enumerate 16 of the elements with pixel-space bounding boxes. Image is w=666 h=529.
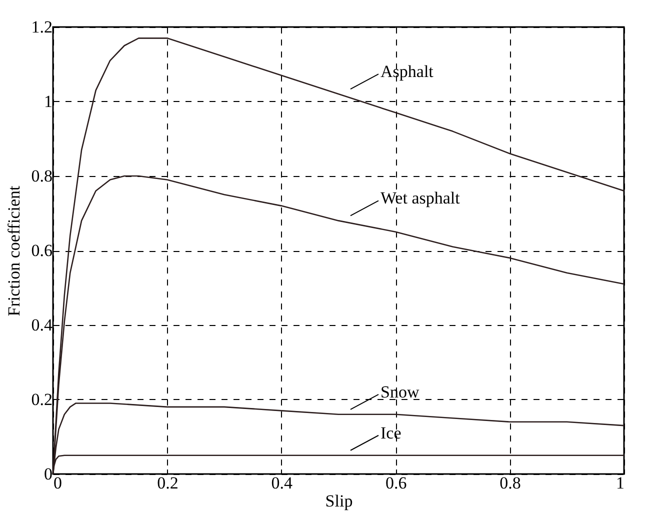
y-tick-label: 1.2 xyxy=(31,18,52,36)
series-label: Ice xyxy=(380,423,402,442)
x-tick-label: 0.6 xyxy=(385,474,407,492)
y-tick-label: 1 xyxy=(44,92,52,111)
y-axis-title: Friction coefficient xyxy=(4,186,24,316)
y-tick-label: 0.2 xyxy=(31,390,52,409)
y-tick-label: 0.4 xyxy=(31,316,53,334)
y-tick-label: 0.6 xyxy=(31,241,52,260)
x-tick-label: 0.4 xyxy=(271,474,294,492)
series-label: Snow xyxy=(380,382,420,402)
x-tick-label: 0.2 xyxy=(157,474,178,492)
x-tick-label: 0.8 xyxy=(500,474,521,492)
x-axis-title: Slip xyxy=(325,492,353,510)
x-tick-label: 1 xyxy=(616,474,624,492)
series-label: Asphalt xyxy=(380,62,434,82)
y-tick-label: 0.8 xyxy=(31,166,52,186)
